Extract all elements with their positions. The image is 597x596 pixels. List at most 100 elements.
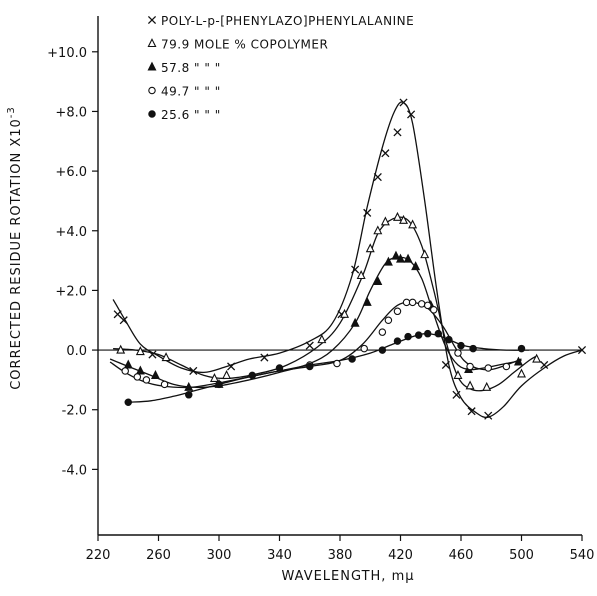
series-0-point: [148, 350, 157, 359]
series-0-point: [363, 208, 372, 217]
series-2-point: [123, 359, 133, 369]
series-4-point: [469, 344, 477, 353]
x-axis-title: WAVELENGTH, mμ: [281, 569, 414, 584]
points-layer: [113, 98, 587, 420]
x-tick-label: 300: [207, 548, 232, 563]
series-0-point: [119, 316, 128, 325]
y-tick-label: -2.0: [62, 404, 87, 419]
series-2-point: [184, 381, 194, 391]
x-tick-label: 380: [328, 548, 353, 563]
series-1-point: [373, 225, 383, 235]
legend-label-3: 49.7 " " ": [161, 85, 221, 99]
y-axis-title-exponent: -3: [6, 106, 17, 118]
series-0-point: [393, 128, 402, 137]
series-4-point: [124, 398, 133, 407]
series-1-point: [135, 346, 145, 356]
x-tick-label: 500: [509, 548, 534, 563]
series-2-point: [373, 276, 383, 286]
series-1-point: [356, 270, 366, 280]
series-4-point: [445, 335, 453, 344]
series-1-point: [365, 243, 375, 253]
series-2-curve: [109, 256, 522, 389]
series-3-point: [408, 298, 417, 307]
x-tick-label: 220: [86, 548, 111, 563]
series-1-point: [209, 372, 219, 382]
series-2-point: [396, 253, 405, 263]
series-4-point: [423, 329, 432, 338]
series-0-point: [113, 310, 122, 319]
series-3-point: [142, 376, 151, 384]
series-2-point: [391, 250, 401, 260]
series-0-point: [577, 346, 587, 355]
series-2-point: [383, 256, 393, 266]
series-4-point: [404, 332, 412, 341]
legend-label-2: 57.8 " " ": [161, 61, 221, 75]
y-axis-title: CORRECTED RESIDUE ROTATION X10-3: [6, 106, 24, 390]
series-3-point: [160, 380, 169, 389]
series-2-point: [135, 365, 145, 375]
series-0-point: [305, 341, 314, 350]
series-0-point: [540, 360, 549, 370]
series-1-point: [465, 380, 475, 390]
series-1-point: [517, 368, 526, 378]
series-0-point: [452, 390, 461, 399]
series-2-point: [362, 296, 372, 306]
series-3-point: [378, 328, 387, 336]
series-3-point: [360, 344, 368, 353]
series-1-point: [380, 216, 390, 226]
series-3-point: [466, 362, 474, 371]
series-4-point: [248, 371, 257, 380]
legend-marker-0: [147, 15, 157, 25]
x-tick-label: 540: [570, 548, 595, 563]
series-4-point: [348, 355, 356, 363]
series-0-point: [381, 149, 390, 158]
series-3-point: [484, 364, 492, 372]
series-1-point: [532, 353, 542, 363]
series-0-point: [227, 362, 236, 371]
series-0-point: [484, 411, 493, 420]
series-1-point: [392, 211, 402, 221]
series-0-point: [189, 366, 198, 376]
series-4-point: [434, 329, 443, 338]
legend-label-4: 25.6 " " ": [161, 108, 221, 122]
legend-label-0: POLY-L-p-[PHENYLAZO]PHENYLALANINE: [161, 14, 414, 28]
series-1-point: [222, 369, 232, 379]
series-0-point: [407, 110, 416, 119]
series-3-point: [121, 367, 129, 375]
x-tick-label: 260: [146, 548, 171, 563]
legend-label-1: 79.9 MOLE % COPOLYMER: [161, 38, 328, 52]
series-1-point: [161, 352, 171, 362]
series-1-point: [420, 249, 430, 259]
series-1-point: [317, 334, 327, 344]
series-3-point: [454, 349, 462, 357]
y-tick-label: +4.0: [55, 225, 87, 240]
series-2-point: [411, 261, 421, 271]
series-1-point: [453, 369, 463, 379]
series-1-point: [340, 308, 350, 318]
y-tick-label: 0.0: [66, 344, 87, 359]
series-4-point: [305, 362, 314, 371]
series-4-point: [185, 391, 193, 399]
series-4-point: [378, 346, 387, 354]
series-0-point: [351, 265, 360, 274]
series-2-point: [403, 253, 413, 263]
y-tick-label: +2.0: [55, 284, 87, 299]
y-tick-label: -4.0: [62, 463, 87, 478]
series-0-curve: [112, 101, 583, 419]
series-3-point: [384, 316, 393, 324]
series-0-point: [260, 353, 269, 362]
series-3-point: [333, 359, 341, 368]
legend-marker-2: [147, 61, 157, 71]
y-axis-title-text: CORRECTED RESIDUE ROTATION X10: [9, 118, 24, 390]
series-4-point: [275, 364, 284, 372]
curves-layer: [109, 101, 583, 419]
series-4-point: [414, 331, 423, 339]
series-0-point: [373, 173, 382, 182]
legend-layer: POLY-L-p-[PHENYLAZO]PHENYLALANINE 79.9 MO…: [147, 14, 414, 122]
y-tick-label: +10.0: [47, 46, 87, 61]
series-3-point: [423, 301, 432, 310]
series-3-point: [502, 362, 511, 371]
series-1-point: [399, 214, 409, 224]
series-2-point: [150, 369, 160, 379]
